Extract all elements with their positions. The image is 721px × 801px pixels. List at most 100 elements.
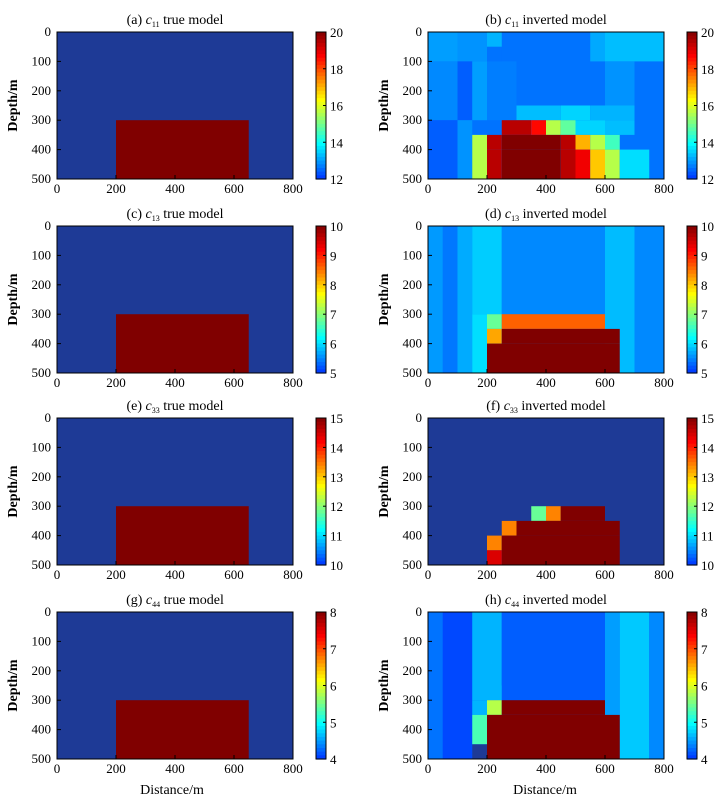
- x-tick-label: 400: [536, 181, 556, 196]
- heatmap-panel-f: 0 200 400 600 800 0 100 200 300 400 500 Depth/m (f) …: [377, 399, 715, 582]
- heatmap-cell: [487, 314, 502, 329]
- colorbar-segment: [316, 667, 326, 672]
- colorbar-segment: [316, 145, 326, 151]
- colorbar-tick-label: 5: [330, 715, 337, 730]
- colorbar-segment: [687, 354, 697, 359]
- colorbar-segment: [316, 68, 326, 74]
- colorbar-segment: [316, 718, 326, 723]
- colorbar-segment: [316, 487, 326, 493]
- colorbar-segment: [316, 284, 326, 290]
- colorbar-segment: [687, 332, 697, 337]
- colorbar-segment: [316, 288, 326, 293]
- y-tick-label: 500: [403, 557, 423, 572]
- colorbar-segment: [687, 57, 697, 62]
- colorbar-segment: [687, 233, 697, 238]
- colorbar-segment: [316, 542, 326, 548]
- x-axis-label-left: Distance/m: [140, 783, 204, 798]
- heatmap-cell: [487, 700, 502, 715]
- colorbar-segment: [687, 685, 697, 690]
- x-tick-label: 600: [224, 761, 244, 776]
- colorbar-segment: [316, 524, 326, 529]
- colorbar-segment: [687, 131, 697, 136]
- colorbar-segment: [316, 354, 326, 359]
- y-tick-label: 300: [403, 692, 423, 707]
- heatmap-cell: [531, 506, 546, 521]
- y-tick-label: 200: [403, 83, 423, 98]
- colorbar-segment: [687, 744, 697, 749]
- x-tick-label: 600: [595, 761, 615, 776]
- x-tick-label: 600: [595, 181, 615, 196]
- colorbar-segment: [316, 237, 326, 242]
- colorbar-segment: [687, 513, 697, 518]
- colorbar-segment: [316, 550, 326, 555]
- y-tick-label: 0: [45, 604, 52, 619]
- colorbar-segment: [316, 127, 326, 132]
- x-tick-label: 800: [654, 375, 674, 390]
- colorbar-segment: [687, 35, 697, 40]
- x-tick-label: 200: [106, 761, 126, 776]
- colorbar-segment: [316, 425, 326, 430]
- colorbar-segment: [687, 729, 697, 734]
- colorbar-segment: [687, 156, 697, 162]
- x-tick-label: 0: [425, 181, 432, 196]
- heatmap-cell: [590, 105, 635, 121]
- heatmap-cell: [487, 61, 517, 121]
- colorbar-segment: [316, 328, 326, 334]
- colorbar-segment: [687, 711, 697, 716]
- colorbar-segment: [316, 747, 326, 753]
- colorbar-segment: [687, 61, 697, 66]
- y-tick-label: 400: [32, 142, 52, 157]
- x-tick-label: 800: [654, 567, 674, 582]
- colorbar-segment: [316, 325, 326, 330]
- heatmap-cell: [501, 226, 605, 315]
- x-tick-label: 200: [477, 375, 497, 390]
- heatmap-cell: [487, 134, 502, 150]
- colorbar-segment: [316, 722, 326, 727]
- x-tick-label: 600: [224, 375, 244, 390]
- x-tick-label: 600: [224, 181, 244, 196]
- colorbar-segment: [316, 336, 326, 341]
- heatmap-cell: [472, 612, 502, 701]
- colorbar-segment: [316, 469, 326, 474]
- colorbar-segment: [687, 134, 697, 140]
- colorbar-segment: [316, 262, 326, 268]
- heatmap-cell: [116, 314, 249, 373]
- colorbar-segment: [316, 513, 326, 518]
- colorbar-segment: [687, 539, 697, 544]
- colorbar-segment: [316, 171, 326, 176]
- colorbar-tick-label: 9: [330, 248, 337, 263]
- colorbar-segment: [687, 480, 697, 485]
- heatmap-panel-g: 0 200 400 600 800 0 100 200 300 400 500 Depth/m (g) …: [6, 593, 337, 776]
- colorbar-segment: [316, 473, 326, 478]
- heatmap-cell: [472, 744, 487, 759]
- colorbar-segment: [316, 46, 326, 51]
- heatmap-cell: [605, 32, 664, 62]
- colorbar-segment: [687, 339, 697, 345]
- colorbar-segment: [316, 557, 326, 562]
- colorbar-tick-label: 5: [701, 366, 708, 381]
- colorbar-segment: [687, 619, 697, 624]
- colorbar-segment: [316, 339, 326, 345]
- y-tick-label: 300: [32, 498, 52, 513]
- colorbar-segment: [687, 251, 697, 256]
- heatmap-cell: [560, 105, 591, 121]
- colorbar-segment: [687, 740, 697, 745]
- colorbar-segment: [687, 531, 697, 537]
- colorbar-tick-label: 18: [330, 62, 343, 77]
- heatmap-cell: [442, 612, 473, 759]
- colorbar-tick-label: 6: [701, 337, 708, 352]
- y-tick-label: 200: [32, 83, 52, 98]
- colorbar-segment: [687, 630, 697, 635]
- colorbar-segment: [316, 39, 326, 44]
- colorbar-tick-label: 14: [330, 440, 344, 455]
- y-tick-label: 100: [403, 53, 423, 68]
- x-tick-label: 0: [54, 181, 61, 196]
- colorbar-segment: [316, 343, 326, 348]
- colorbar-segment: [687, 72, 697, 77]
- colorbar-segment: [687, 418, 697, 423]
- y-axis-label: Depth/m: [6, 273, 21, 325]
- colorbar-segment: [316, 645, 326, 650]
- heatmap-cell: [472, 700, 487, 715]
- x-tick-label: 400: [536, 761, 556, 776]
- colorbar-segment: [687, 476, 697, 482]
